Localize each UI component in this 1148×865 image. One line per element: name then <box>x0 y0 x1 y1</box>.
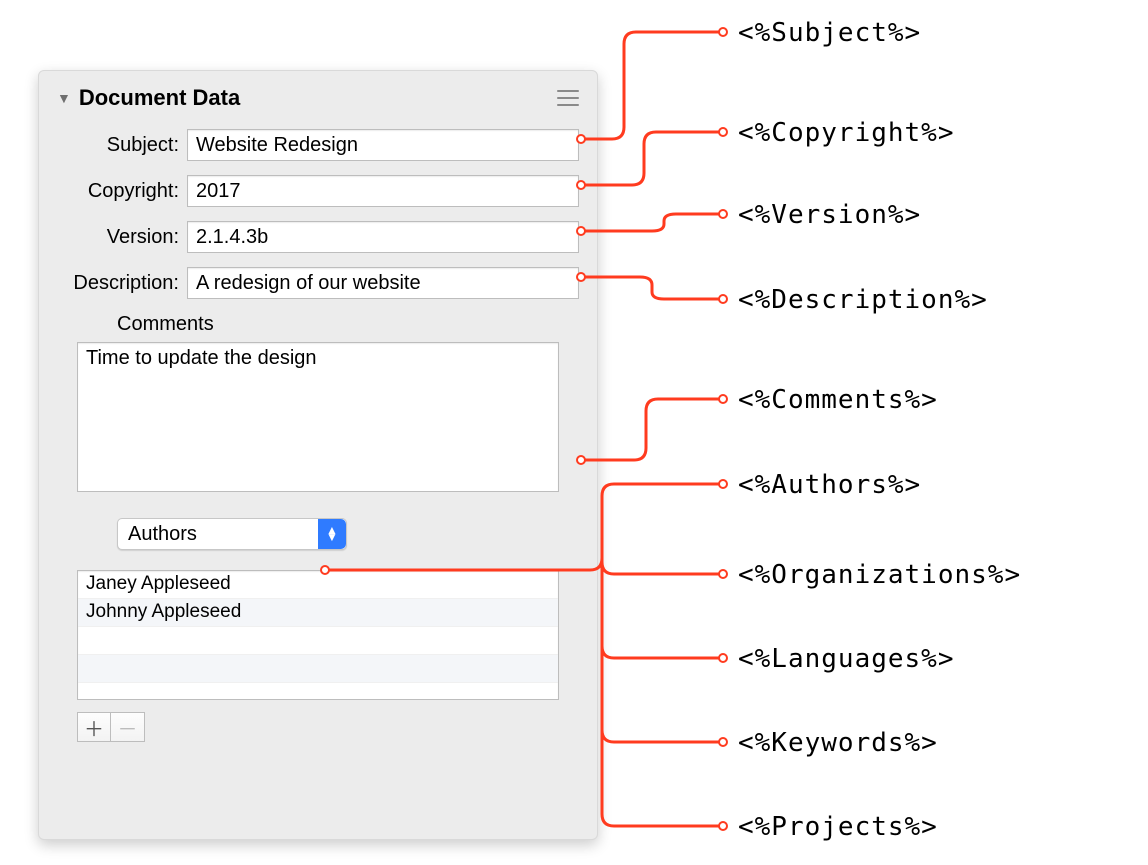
row-subject: Subject: <box>57 129 579 161</box>
dot-tag-version <box>718 209 728 219</box>
list-item[interactable] <box>78 627 558 655</box>
version-input[interactable] <box>187 221 579 253</box>
document-data-panel: ▼ Document Data Subject: Copyright: Vers… <box>38 70 598 840</box>
comments-textarea[interactable] <box>77 342 559 492</box>
tag-comments: <%Comments%> <box>738 385 938 415</box>
tag-languages: <%Languages%> <box>738 644 955 674</box>
tag-keywords: <%Keywords%> <box>738 728 938 758</box>
subject-label: Subject: <box>57 134 187 157</box>
dot-tag-keywords <box>718 737 728 747</box>
dot-subject-field <box>576 134 586 144</box>
dot-tag-description <box>718 294 728 304</box>
comments-label: Comments <box>117 313 579 336</box>
dot-copyright-field <box>576 180 586 190</box>
dot-tag-languages <box>718 653 728 663</box>
select-stepper-icon[interactable]: ▲▼ <box>318 519 346 549</box>
row-copyright: Copyright: <box>57 175 579 207</box>
subject-input[interactable] <box>187 129 579 161</box>
dot-tag-comments <box>718 394 728 404</box>
disclosure-triangle-icon[interactable]: ▼ <box>57 90 71 106</box>
list-item[interactable]: Janey Appleseed <box>78 571 558 599</box>
row-version: Version: <box>57 221 579 253</box>
dot-description-field <box>576 272 586 282</box>
panel-header: ▼ Document Data <box>57 85 579 111</box>
version-label: Version: <box>57 226 187 249</box>
remove-button[interactable]: － <box>111 712 145 742</box>
panel-title-wrap[interactable]: ▼ Document Data <box>57 85 240 111</box>
copyright-input[interactable] <box>187 175 579 207</box>
dot-version-field <box>576 226 586 236</box>
panel-title: Document Data <box>79 85 240 111</box>
tag-version: <%Version%> <box>738 200 921 230</box>
tag-authors: <%Authors%> <box>738 470 921 500</box>
dot-tag-copyright <box>718 127 728 137</box>
list-item[interactable] <box>78 655 558 683</box>
dot-tag-projects <box>718 821 728 831</box>
tag-organizations: <%Organizations%> <box>738 560 1021 590</box>
tag-projects: <%Projects%> <box>738 812 938 842</box>
description-input[interactable] <box>187 267 579 299</box>
description-label: Description: <box>57 272 187 295</box>
add-button[interactable]: ＋ <box>77 712 111 742</box>
panel-menu-icon[interactable] <box>557 90 579 106</box>
dot-selector-field <box>320 565 330 575</box>
tag-copyright: <%Copyright%> <box>738 118 955 148</box>
authors-listbox[interactable]: Janey Appleseed Johnny Appleseed <box>77 570 559 700</box>
authors-select-value: Authors <box>118 523 318 546</box>
dot-tag-organizations <box>718 569 728 579</box>
copyright-label: Copyright: <box>57 180 187 203</box>
authors-select[interactable]: Authors ▲▼ <box>117 518 347 550</box>
tag-subject: <%Subject%> <box>738 18 921 48</box>
list-buttons: ＋ － <box>77 712 579 742</box>
dot-tag-subject <box>718 27 728 37</box>
row-description: Description: <box>57 267 579 299</box>
dot-tag-authors <box>718 479 728 489</box>
tag-description: <%Description%> <box>738 285 988 315</box>
dot-comments-field <box>576 455 586 465</box>
list-item[interactable]: Johnny Appleseed <box>78 599 558 627</box>
